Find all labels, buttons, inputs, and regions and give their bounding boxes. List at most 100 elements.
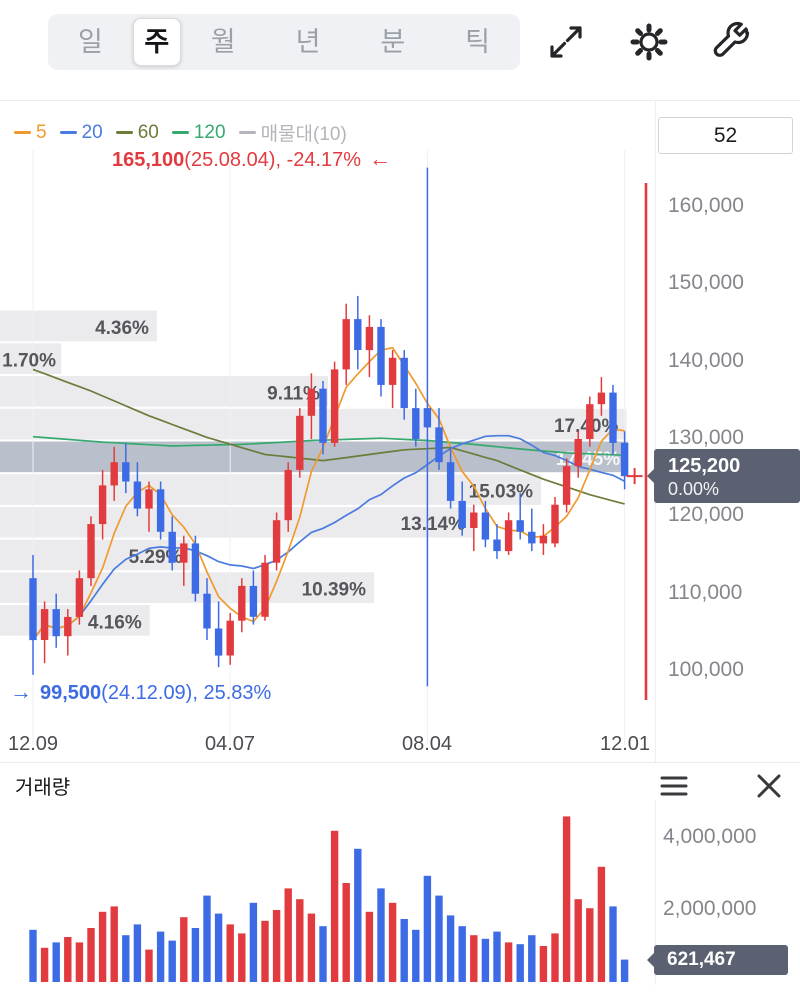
- volume-bar: [40, 947, 49, 982]
- volume-bar: [272, 910, 281, 982]
- price-axis-label: 120,000: [668, 503, 744, 526]
- wrench-icon: [713, 21, 750, 57]
- settings-button[interactable]: [626, 19, 672, 65]
- volume-bar: [330, 830, 339, 982]
- candle-body: [388, 357, 397, 385]
- legend-label: 5: [36, 121, 47, 143]
- price-axis[interactable]: 160,000 150,000 140,000 130,000 120,000 110,0…: [655, 100, 800, 760]
- candle-body: [365, 326, 374, 351]
- price-axis-label: 150,000: [668, 271, 744, 294]
- candle-body: [446, 462, 455, 501]
- badge-notch: [647, 468, 655, 484]
- volume-bar: [551, 933, 559, 982]
- low-price: 99,500: [40, 682, 102, 704]
- volume-chart[interactable]: [0, 800, 655, 985]
- volume-bar: [574, 899, 582, 982]
- volume-bar: [110, 906, 118, 982]
- volume-bar: [586, 908, 594, 982]
- candle-body: [191, 543, 200, 594]
- candle-body: [528, 531, 536, 544]
- volume-bar: [400, 919, 408, 982]
- date-axis[interactable]: 12.09 04.07 08.04 12.01: [0, 730, 655, 762]
- volume-axis-divider: [655, 800, 656, 985]
- volume-close-button[interactable]: [752, 769, 786, 803]
- price-axis-label: 140,000: [668, 349, 744, 372]
- volume-bar: [562, 816, 571, 982]
- volume-profile-label: 4.16%: [88, 612, 142, 633]
- candle-body: [307, 388, 316, 416]
- ma60-line: [32, 368, 625, 505]
- volume-bar: [191, 928, 200, 982]
- tab-년[interactable]: 년: [295, 27, 321, 57]
- volume-bar: [446, 915, 455, 982]
- volume-bar: [52, 942, 60, 982]
- volume-bar: [388, 902, 397, 982]
- volume-title: 거래량: [15, 777, 71, 799]
- volume-bar: [145, 949, 153, 982]
- current-volume: 621,467: [667, 949, 736, 970]
- toolbar-divider: [0, 100, 800, 101]
- volume-bar: [354, 848, 362, 982]
- tab-월[interactable]: 월: [210, 27, 236, 57]
- candle-body: [75, 578, 84, 617]
- candle-body: [597, 392, 606, 405]
- tab-분[interactable]: 분: [380, 27, 406, 57]
- volume-bar: [307, 913, 316, 982]
- candle-body: [87, 524, 95, 579]
- legend-item: 20: [59, 122, 103, 144]
- volume-bar: [296, 899, 304, 982]
- volume-bar: [609, 906, 617, 982]
- candle-body: [377, 326, 385, 385]
- volume-profile-label: 13.14%: [401, 514, 466, 535]
- candle-body: [586, 404, 594, 439]
- volume-bar: [435, 895, 443, 982]
- price-chart[interactable]: 4.36%1.70%9.11%17.40%17.45%15.03%13.14%5…: [0, 100, 655, 760]
- volume-axis-label: 4,000,000: [663, 825, 757, 848]
- volume-profile-band: [0, 310, 157, 342]
- volume-profile-label: 9.11%: [267, 383, 320, 404]
- volume-bar: [504, 942, 513, 982]
- candle-body: [354, 319, 362, 350]
- candle-body: [296, 415, 304, 470]
- candle-body: [516, 520, 524, 532]
- fullscreen-button[interactable]: [543, 19, 589, 65]
- ma5-line: [32, 346, 625, 641]
- ma-legend: 5 20 60 120 매물대(10): [14, 119, 347, 146]
- volume-profile-band: [0, 572, 374, 603]
- legend-dash: [115, 131, 133, 134]
- volume-bar: [377, 888, 385, 982]
- legend-label: 60: [137, 121, 159, 143]
- high-price: 165,100: [112, 149, 185, 171]
- low-detail: (24.12.09), 25.83%: [101, 682, 272, 704]
- tab-주[interactable]: 주: [132, 18, 181, 66]
- candle-body: [562, 466, 571, 505]
- candle-body: [156, 489, 165, 532]
- left-arrow-icon: ←: [369, 146, 392, 171]
- legend-item: 5: [14, 122, 47, 144]
- tab-일[interactable]: 일: [77, 27, 103, 57]
- volume-bar: [238, 933, 246, 982]
- volume-bar: [98, 911, 107, 982]
- volume-bar: [365, 911, 374, 982]
- tools-button[interactable]: [709, 19, 755, 65]
- candle-body: [400, 357, 408, 409]
- volume-bar: [203, 895, 211, 982]
- legend-dash: [14, 131, 31, 134]
- candle-body: [504, 520, 513, 552]
- tab-틱[interactable]: 틱: [465, 27, 490, 57]
- volume-axis[interactable]: 4,000,000 2,000,000: [655, 800, 800, 985]
- ma120-line: [32, 435, 625, 457]
- volume-profile-label: 4.36%: [95, 318, 149, 339]
- volume-bar: [470, 935, 478, 982]
- volume-bar: [180, 917, 188, 982]
- candle-body: [52, 609, 60, 637]
- volume-menu-button[interactable]: [658, 770, 690, 802]
- price-axis-label: 130,000: [668, 426, 744, 449]
- candle-body: [284, 469, 292, 521]
- volume-bar: [261, 920, 269, 982]
- candle-count-input[interactable]: 52: [658, 117, 793, 154]
- price-axis-label: 110,000: [668, 581, 743, 604]
- gear-icon: [630, 23, 668, 61]
